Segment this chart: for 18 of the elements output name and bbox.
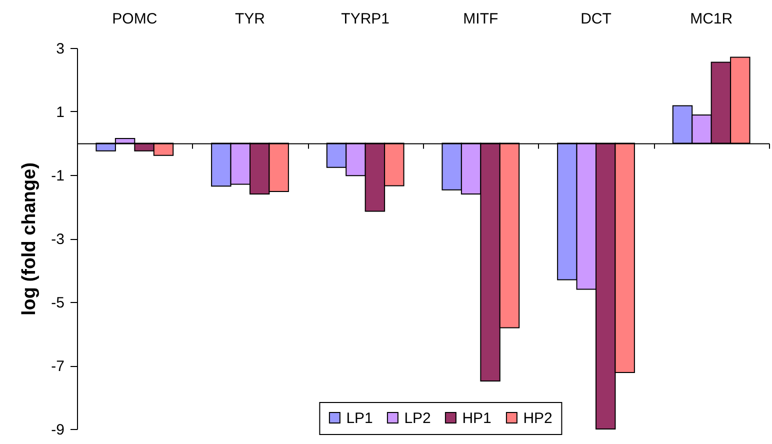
legend-label: LP2 (404, 410, 431, 427)
x-tick-label: DCT (580, 10, 612, 28)
x-tick-label: POMC (112, 10, 158, 28)
y-tick-label: -9 (51, 422, 64, 438)
y-tick-label: 3 (56, 40, 64, 58)
y-tick-label: -1 (51, 168, 64, 184)
x-tick-label: TYR (235, 10, 266, 28)
x-tick-label: MITF (463, 10, 498, 28)
y-tick-label: -5 (51, 294, 64, 312)
x-tick-label: TYRP1 (341, 10, 390, 28)
x-tick-label: MC1R (690, 10, 733, 28)
y-tick-label: -7 (51, 358, 64, 375)
y-tick-label: -3 (51, 231, 64, 248)
legend-label: HP2 (523, 410, 552, 427)
legend-label: HP1 (462, 410, 492, 427)
y-tick-label: 1 (56, 104, 64, 121)
y-axis-title: log (fold change) (19, 162, 40, 316)
legend-label: LP1 (346, 410, 373, 427)
